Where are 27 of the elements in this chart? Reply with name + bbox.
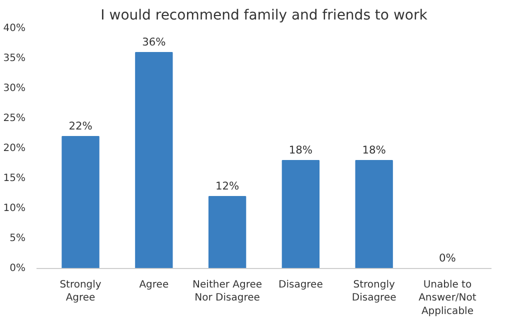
y-tick-label: 35%	[3, 53, 26, 64]
data-label: 22%	[68, 120, 92, 132]
x-tick-label: Neither Agree Nor Disagree	[192, 280, 262, 304]
x-tick-label: Disagree	[278, 280, 323, 290]
data-label: 18%	[362, 144, 386, 156]
y-tick-label: 30%	[3, 83, 26, 94]
x-tick-label: Agree	[139, 280, 169, 290]
y-tick-label: 15%	[3, 173, 26, 184]
x-tick-label: Strongly Agree	[60, 280, 102, 304]
data-label: 36%	[142, 36, 166, 48]
x-tick-label: Strongly Disagree	[352, 280, 396, 304]
y-tick-label: 40%	[3, 23, 26, 34]
y-tick-label: 0%	[10, 263, 26, 274]
y-tick-label: 20%	[3, 143, 26, 154]
bar	[208, 196, 246, 268]
data-label: 12%	[215, 180, 240, 192]
bar	[135, 52, 173, 268]
bar	[282, 160, 320, 268]
y-tick-label: 10%	[3, 203, 26, 214]
bar	[355, 160, 393, 268]
y-tick-label: 25%	[3, 113, 26, 124]
data-label: 18%	[288, 144, 313, 156]
bar	[62, 136, 100, 268]
x-tick-label: Unable to Answer/Not Applicable	[418, 280, 476, 317]
chart-title: I would recommend family and friends to work	[100, 8, 428, 24]
data-label: 0%	[439, 252, 456, 264]
y-tick-label: 5%	[10, 233, 26, 244]
